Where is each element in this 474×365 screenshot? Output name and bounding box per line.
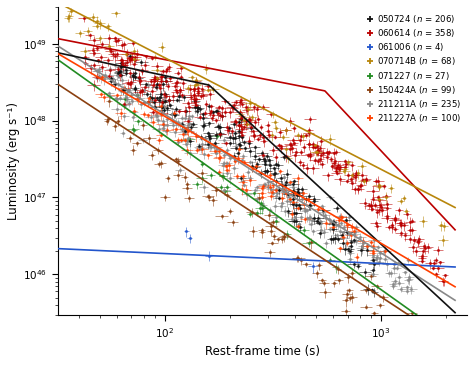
Y-axis label: Luminosity (erg s⁻¹): Luminosity (erg s⁻¹)	[7, 102, 20, 220]
Legend: 050724 ($n$ = 206), 060614 ($n$ = 358), 061006 ($n$ = 4), 070714B ($n$ = 68), 07: 050724 ($n$ = 206), 060614 ($n$ = 358), …	[365, 11, 463, 126]
X-axis label: Rest-frame time (s): Rest-frame time (s)	[205, 345, 320, 358]
